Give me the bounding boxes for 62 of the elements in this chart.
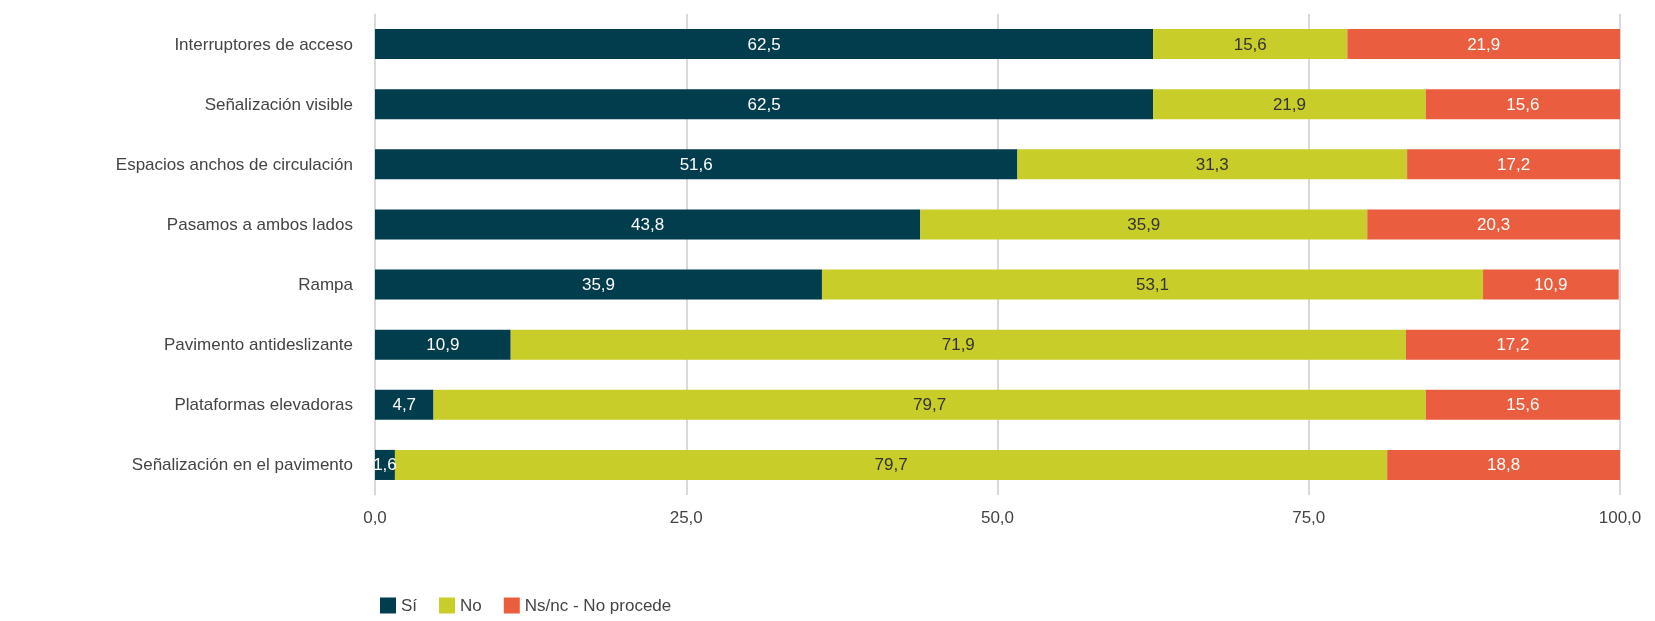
bar <box>375 29 1154 60</box>
y-tick-label: Señalización en el pavimento <box>131 455 353 475</box>
x-tick-label: 0,0 <box>363 508 387 527</box>
data-label: 43,8 <box>631 214 665 234</box>
bar <box>375 209 921 240</box>
data-label: 71,9 <box>941 335 975 355</box>
bar <box>1347 29 1620 60</box>
data-label: 10,9 <box>426 335 460 355</box>
data-label: 4,7 <box>392 395 417 415</box>
bar <box>375 89 1154 120</box>
bar <box>433 389 1426 420</box>
data-label: 20,3 <box>1477 214 1511 234</box>
bar <box>1387 449 1620 480</box>
bar <box>1483 269 1619 300</box>
bar <box>821 269 1484 300</box>
data-label: 35,9 <box>1127 214 1161 234</box>
bar <box>394 449 1388 480</box>
data-label: 62,5 <box>747 94 781 114</box>
bar <box>1153 89 1426 120</box>
bar <box>1405 329 1620 360</box>
data-label: 15,6 <box>1506 94 1540 114</box>
data-label: 18,8 <box>1487 455 1521 475</box>
y-tick-label: Señalización visible <box>204 94 353 114</box>
data-label: 21,9 <box>1467 34 1501 54</box>
data-label: 35,9 <box>581 275 616 295</box>
data-label: 15,6 <box>1233 34 1267 54</box>
bar <box>375 389 434 420</box>
bar <box>1425 389 1620 420</box>
data-label: 79,7 <box>913 395 947 415</box>
y-tick-label: Rampa <box>298 275 354 295</box>
bar <box>920 209 1368 240</box>
bar <box>1407 149 1620 180</box>
y-tick-label: Espacios anchos de circulación <box>115 154 353 174</box>
x-tick-label: 75,0 <box>1292 508 1326 527</box>
legend-label: Ns/nc - No procede <box>524 596 672 615</box>
y-tick-label: Plataformas elevadoras <box>174 395 353 415</box>
bar <box>1425 89 1620 120</box>
bar <box>1153 29 1348 60</box>
y-tick-label: Pavimento antideslizante <box>163 335 353 355</box>
bar <box>375 329 511 360</box>
data-label: 31,3 <box>1195 154 1229 174</box>
data-label: 79,7 <box>874 455 908 475</box>
data-label: 21,9 <box>1272 94 1306 114</box>
y-tick-label: Pasamos a ambos lados <box>166 214 353 234</box>
bar <box>510 329 1406 360</box>
bar <box>1367 209 1620 240</box>
x-tick-label: 50,0 <box>980 508 1015 527</box>
data-label: 15,6 <box>1506 395 1540 415</box>
legend-label: No <box>460 596 482 615</box>
bar <box>375 149 1018 180</box>
bar <box>1017 149 1408 180</box>
y-tick-label: Interruptores de acceso <box>174 34 353 54</box>
data-label: 10,9 <box>1534 275 1568 295</box>
legend-label: Sí <box>401 596 418 615</box>
data-label: 17,2 <box>1496 335 1530 355</box>
data-label: 62,5 <box>747 34 781 54</box>
x-tick-label: 100,0 <box>1598 508 1642 527</box>
data-label: 17,2 <box>1497 154 1531 174</box>
x-tick-label: 25,0 <box>669 508 703 527</box>
data-label: 53,1 <box>1135 275 1170 295</box>
data-label: 51,6 <box>679 154 713 174</box>
bar <box>375 269 822 300</box>
